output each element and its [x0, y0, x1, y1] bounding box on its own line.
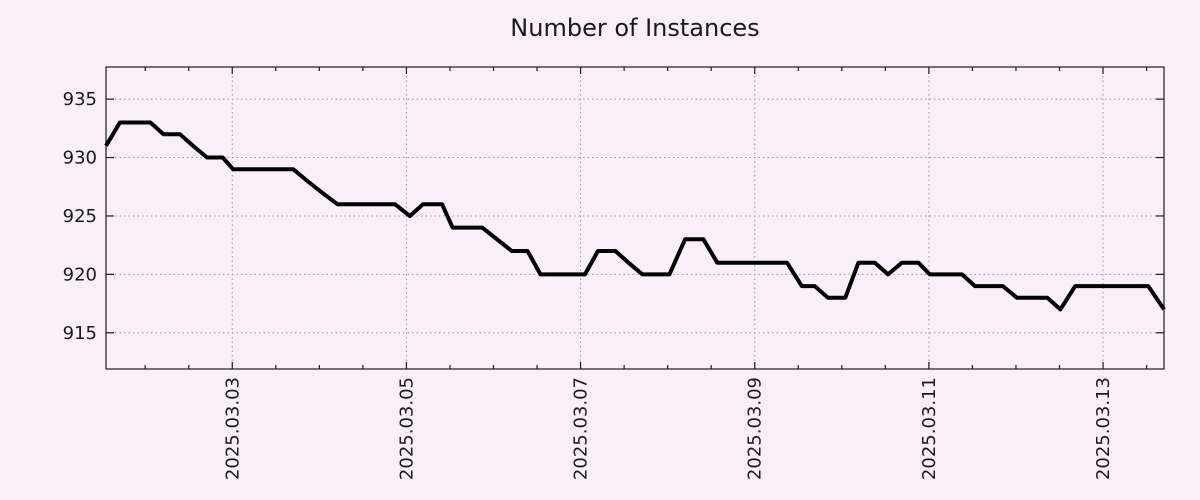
x-tick-label: 2025.03.05 — [396, 377, 417, 480]
x-tick-label: 2025.03.03 — [222, 377, 243, 480]
plot-border — [105, 66, 1165, 370]
y-tick-label: 935 — [63, 89, 97, 110]
x-tick-label: 2025.03.11 — [919, 377, 940, 480]
x-tick-label: 2025.03.13 — [1093, 377, 1114, 480]
y-tick-label: 915 — [63, 323, 97, 344]
x-tick-label: 2025.03.09 — [745, 377, 766, 480]
y-tick-label: 920 — [63, 264, 97, 285]
gridlines — [106, 67, 1164, 369]
y-tick-label: 925 — [63, 206, 97, 227]
x-tick-label: 2025.03.07 — [571, 377, 592, 480]
chart-title: Number of Instances — [510, 14, 760, 42]
data-line-instances — [104, 120, 1166, 312]
tick-labels: 915 920 925 930 935 2025.03.03 2025.03.05 2025.… — [63, 89, 1114, 480]
y-tick-label: 930 — [63, 148, 97, 169]
tick-marks — [106, 67, 1164, 369]
